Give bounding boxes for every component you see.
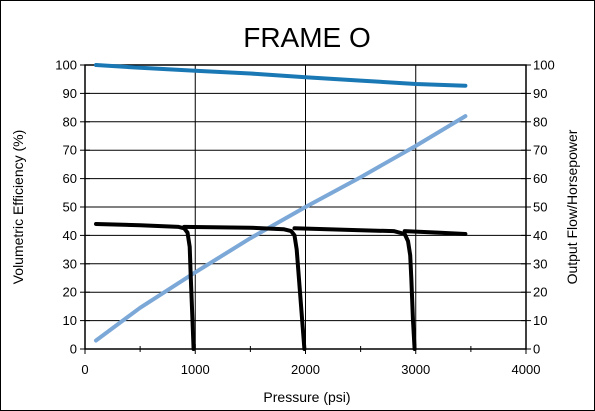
y-tick-label-left: 10 [63, 313, 77, 328]
grid [85, 65, 526, 349]
series-line-3 [94, 222, 196, 351]
y-tick-label-left: 80 [63, 114, 77, 129]
y-tick-label-left: 20 [63, 285, 77, 300]
y-tick-label-right: 80 [533, 114, 547, 129]
y-tick-label-left: 100 [55, 58, 77, 73]
x-tick-label: 0 [81, 362, 88, 377]
series-line-2 [94, 114, 468, 343]
y-tick-label-left: 60 [63, 171, 77, 186]
x-tick-label: 3000 [401, 362, 430, 377]
chart-title: FRAME O [243, 22, 371, 53]
y-tick-label-left: 0 [70, 342, 77, 357]
y-tick-label-right: 40 [533, 228, 547, 243]
y-tick-label-right: 20 [533, 285, 547, 300]
y-tick-label-right: 10 [533, 313, 547, 328]
series-line-5 [292, 226, 417, 351]
y-tick-label-right: 70 [533, 143, 547, 158]
series-layer [94, 63, 468, 351]
series-line-6 [402, 229, 468, 236]
x-axis-label: Pressure (psi) [263, 389, 350, 405]
x-tick-label: 4000 [512, 362, 541, 377]
y-tick-label-right: 100 [533, 58, 555, 73]
y-tick-label-right: 60 [533, 171, 547, 186]
y-tick-label-left: 90 [63, 86, 77, 101]
y-tick-label-right: 90 [533, 86, 547, 101]
y-tick-label-right: 50 [533, 200, 547, 215]
y-tick-label-left: 30 [63, 256, 77, 271]
y-axis-label-left: Volumetric Efficiency (%) [10, 130, 26, 285]
y-tick-label-left: 50 [63, 200, 77, 215]
y-axis-label-right: Output Flow/Horsepower [564, 129, 580, 284]
series-line-4 [182, 224, 307, 351]
x-tick-label: 1000 [181, 362, 210, 377]
x-tick-label: 2000 [291, 362, 320, 377]
y-tick-label-left: 70 [63, 143, 77, 158]
y-tick-label-left: 40 [63, 228, 77, 243]
y-tick-label-right: 30 [533, 256, 547, 271]
series-line-1 [94, 63, 468, 88]
y-tick-label-right: 0 [533, 342, 540, 357]
